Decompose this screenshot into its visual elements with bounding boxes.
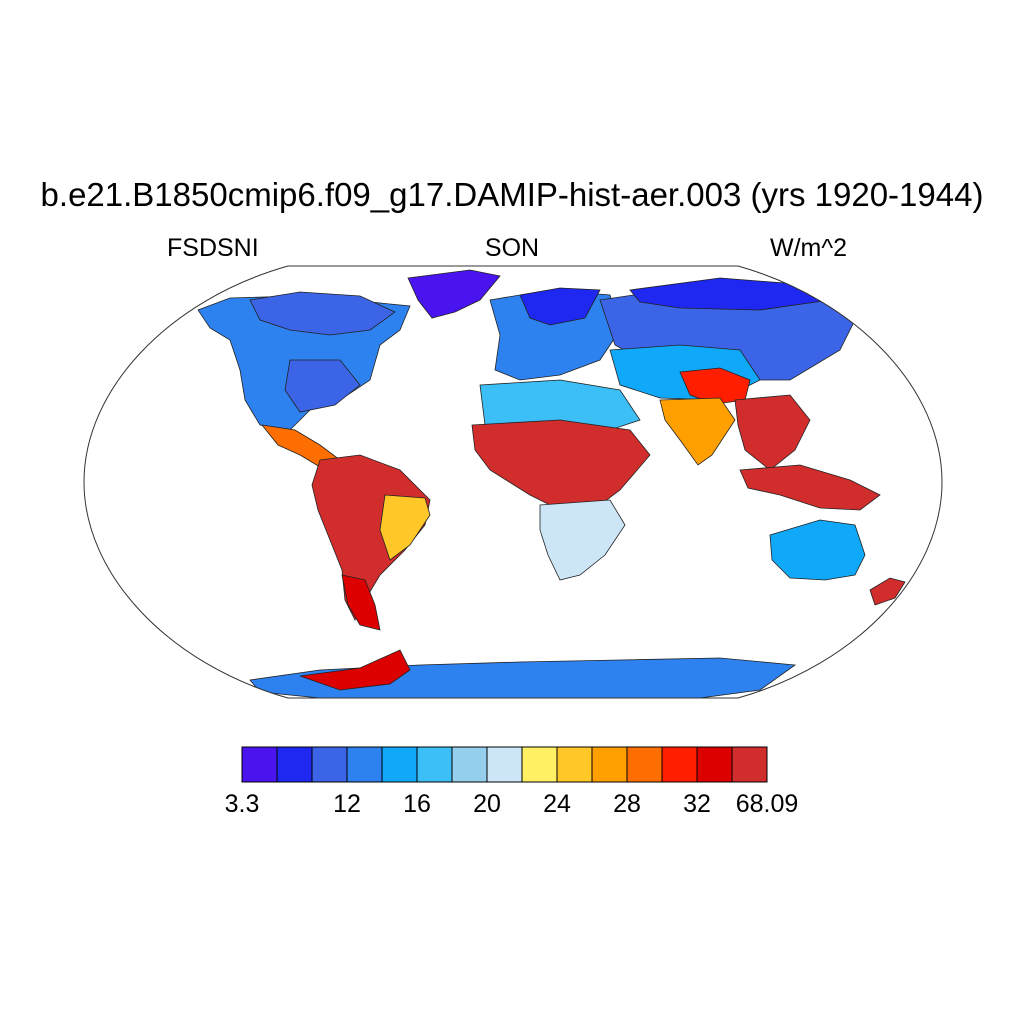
colorbar-bin-10 [591,746,628,783]
southeast-asia [734,394,811,471]
colorbar-bin-14 [731,746,768,783]
variable-label: FSDSNI [167,234,259,262]
colorbar-tick-label: 16 [403,790,431,818]
colorbar-tick-label: 12 [333,790,361,818]
colorbar-bin-9 [556,746,593,783]
indonesia [739,464,881,511]
colorbar-tick-label: 3.3 [224,790,260,818]
brazil-east [379,494,431,561]
india [659,397,736,466]
scandinavia [519,287,601,326]
australia [769,519,866,581]
colorbar-tick-label: 20 [473,790,501,818]
colorbar-bin-12 [661,746,698,783]
colorbar-bin-11 [626,746,663,783]
colorbar-bin-5 [416,746,453,783]
colorbar-bin-7 [486,746,523,783]
map-boundary [83,265,943,699]
antarctic-peninsula [299,649,411,691]
colorbar-bin-4 [381,746,418,783]
canada-north [249,291,396,336]
map-title: b.e21.B1850cmip6.f09_g17.DAMIP-hist-aer.… [40,176,984,213]
south-africa [539,499,626,581]
colorbar-tick-label: 32 [683,790,711,818]
colorbar-bin-6 [451,746,488,783]
units-label: W/m^2 [770,234,848,262]
colorbar-bin-13 [696,746,733,783]
usa-east [284,359,361,413]
colorbar-bin-2 [311,746,348,783]
patagonia [341,574,381,631]
greenland [407,269,501,319]
colorbar-tick-label: 28 [613,790,641,818]
season-label: SON [484,234,540,262]
colorbar-bin-1 [276,746,313,783]
colorbar-bin-0 [241,746,278,783]
colorbar-tick-label: 24 [543,790,571,818]
new-zealand [869,577,906,606]
siberia-north [629,277,832,311]
colorbar-tick-label: 68.09 [735,790,799,818]
colorbar-bin-8 [521,746,558,783]
colorbar-bin-3 [346,746,383,783]
